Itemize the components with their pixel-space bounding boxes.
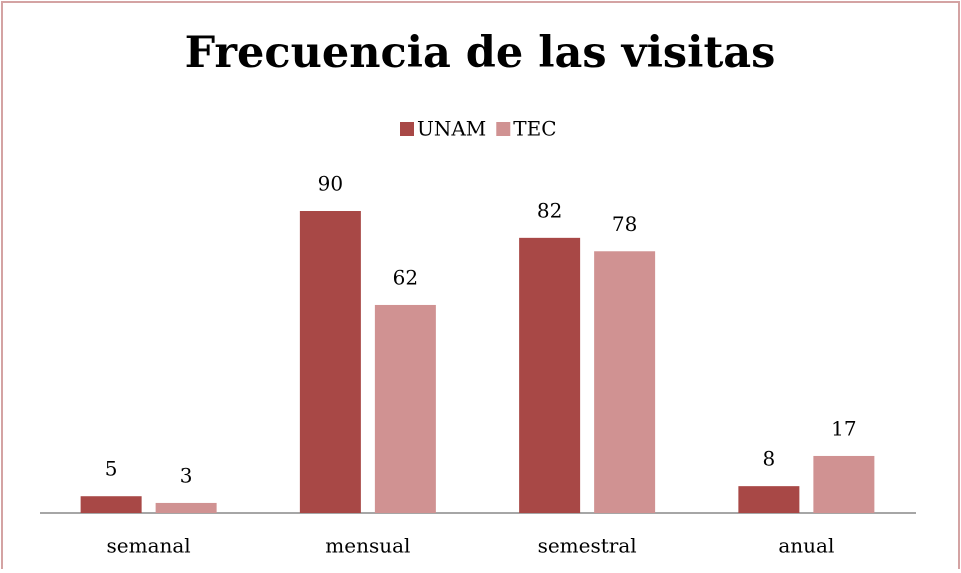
legend-swatch bbox=[496, 122, 511, 136]
legend-swatch bbox=[400, 122, 414, 136]
chart-title: Frecuencia de las visitas bbox=[185, 28, 776, 78]
bar bbox=[374, 304, 436, 513]
data-label: 62 bbox=[393, 265, 418, 289]
data-label: 8 bbox=[763, 447, 776, 471]
bar bbox=[155, 502, 217, 513]
x-tick-label: mensual bbox=[325, 534, 410, 558]
bar bbox=[80, 496, 142, 513]
data-label: 5 bbox=[105, 457, 118, 481]
bar bbox=[519, 237, 581, 513]
data-label: 90 bbox=[318, 172, 343, 196]
data-label: 3 bbox=[180, 463, 193, 487]
x-tick-label: semestral bbox=[538, 534, 637, 558]
legend-label: TEC bbox=[513, 117, 556, 141]
data-label: 82 bbox=[537, 198, 562, 222]
x-tick-label: semanal bbox=[107, 534, 191, 558]
x-tick-label: anual bbox=[778, 534, 834, 558]
legend-label: UNAM bbox=[417, 117, 486, 141]
data-label: 17 bbox=[831, 416, 856, 440]
data-label: 78 bbox=[612, 212, 637, 236]
bar bbox=[299, 211, 361, 513]
bar bbox=[813, 455, 875, 513]
bar bbox=[738, 486, 800, 513]
bar bbox=[594, 251, 656, 513]
